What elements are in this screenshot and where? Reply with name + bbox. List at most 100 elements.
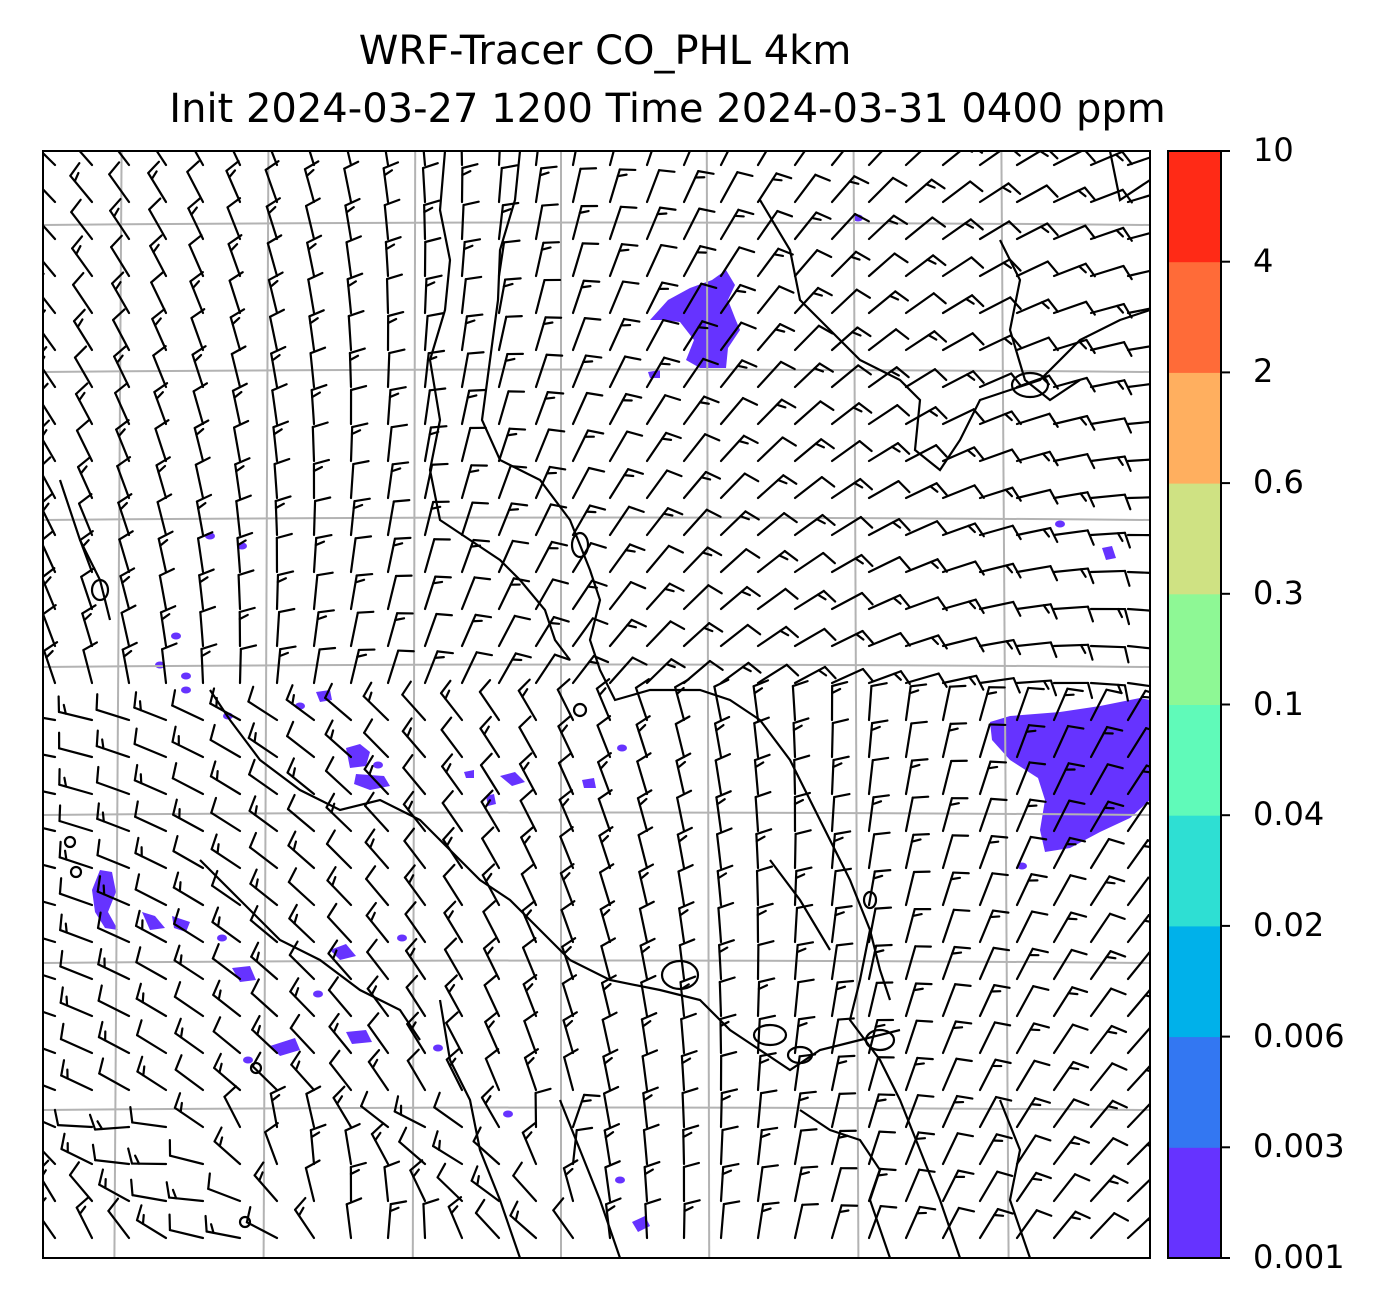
wind-barb	[534, 241, 560, 278]
wind-barb	[445, 1048, 464, 1092]
wind-barb	[79, 530, 94, 574]
wind-barb	[645, 544, 684, 574]
wind-barb	[1015, 260, 1059, 278]
wind-barb	[1089, 763, 1124, 796]
wind-barb	[59, 913, 94, 944]
coastline-segment	[480, 151, 892, 1001]
wind-barb	[133, 763, 168, 796]
wind-barb	[563, 1048, 579, 1092]
wind-barb	[1126, 307, 1150, 315]
wind-barb	[534, 1087, 552, 1129]
coastline-segment	[438, 999, 522, 1258]
wind-barb	[978, 258, 1022, 278]
wind-barb	[867, 1018, 895, 1055]
wind-barb	[793, 286, 833, 315]
tracer-contour-speck	[617, 744, 627, 752]
wind-barb	[238, 606, 256, 648]
wind-barb	[904, 870, 931, 907]
tracer-contour-speck	[503, 1110, 513, 1118]
wind-barb	[266, 234, 283, 278]
wind-barb	[904, 1168, 936, 1203]
wind-barb	[941, 1169, 975, 1203]
wind-barb	[1052, 836, 1087, 870]
colorbar-segment	[1168, 593, 1221, 705]
wind-barb	[793, 324, 834, 352]
wind-barb	[523, 1011, 539, 1055]
wind-barb	[1052, 799, 1086, 833]
tracer-contour-patch	[346, 744, 370, 768]
wind-barb	[534, 316, 563, 352]
wind-barb	[288, 940, 316, 981]
wind-barb	[638, 900, 655, 944]
wind-barb	[423, 575, 452, 611]
map-title-line2: Init 2024-03-27 1200 Time 2024-03-31 040…	[169, 86, 1166, 132]
wind-barb	[1089, 264, 1133, 281]
wind-barb	[234, 457, 251, 500]
wind-barb	[793, 362, 834, 389]
wind-barb	[134, 909, 168, 944]
wind-barb	[608, 505, 645, 537]
wind-barb	[149, 234, 168, 278]
wind-barb	[484, 1011, 501, 1055]
wind-barb	[326, 902, 353, 944]
wind-barb	[756, 247, 794, 278]
wind-barb	[107, 1197, 131, 1240]
lake-outline	[63, 835, 77, 849]
wind-barb	[423, 425, 448, 463]
lake-outline	[1010, 371, 1050, 399]
wind-barb	[204, 1214, 242, 1240]
wind-barb	[597, 752, 612, 796]
wind-barb	[57, 695, 94, 722]
wind-barb	[714, 753, 732, 796]
tracer-contour-patch	[464, 770, 474, 778]
wind-barb	[978, 638, 1022, 656]
wind-barb	[640, 1012, 658, 1055]
wind-barb	[349, 384, 368, 426]
colorbar-tick-label: 0.003	[1253, 1127, 1345, 1166]
wind-barb	[904, 1056, 934, 1092]
wind-barb	[130, 1178, 168, 1203]
colorbar-tick-label: 10	[1253, 131, 1294, 169]
wind-barb	[1052, 1135, 1090, 1166]
wind-barb	[213, 1126, 242, 1166]
wind-barb	[830, 1017, 855, 1055]
wind-barb	[150, 271, 168, 315]
wind-barb	[1015, 222, 1059, 241]
wind-barb	[1089, 1062, 1128, 1092]
colorbar-segment	[1168, 372, 1221, 484]
wind-barb	[904, 945, 932, 981]
wind-barb	[941, 256, 985, 278]
wind-barb	[867, 366, 910, 389]
colorbar-segment	[1168, 815, 1221, 927]
wind-barb	[1089, 1212, 1130, 1240]
wind-barb	[719, 1013, 737, 1055]
wind-barb	[1052, 874, 1087, 907]
wind-barb	[232, 151, 242, 167]
wind-barb	[1015, 603, 1058, 620]
wind-barb	[1126, 269, 1150, 278]
wind-barb	[978, 182, 1022, 204]
wind-barb	[478, 679, 501, 722]
wind-barb	[756, 474, 798, 500]
coastline-segment	[769, 859, 831, 951]
wind-barb	[190, 308, 206, 352]
wind-barb	[793, 665, 837, 685]
wind-barb	[484, 1048, 501, 1092]
wind-barb	[151, 308, 168, 352]
wind-barb	[904, 795, 930, 833]
wind-barb	[460, 501, 490, 537]
wind-barb	[716, 864, 734, 907]
wind-barb	[1015, 835, 1048, 870]
wind-barb	[645, 206, 677, 241]
wind-barb	[436, 1162, 464, 1203]
wind-barb	[830, 1204, 859, 1240]
wind-barb	[1052, 986, 1089, 1018]
wind-barb	[460, 238, 482, 278]
wind-barb	[674, 715, 691, 759]
wind-barb	[1052, 376, 1096, 393]
wind-barb	[136, 1055, 168, 1092]
wind-barb	[293, 1196, 316, 1240]
wind-barb	[312, 609, 335, 648]
wind-barb	[386, 348, 406, 389]
wind-barb	[682, 151, 692, 167]
